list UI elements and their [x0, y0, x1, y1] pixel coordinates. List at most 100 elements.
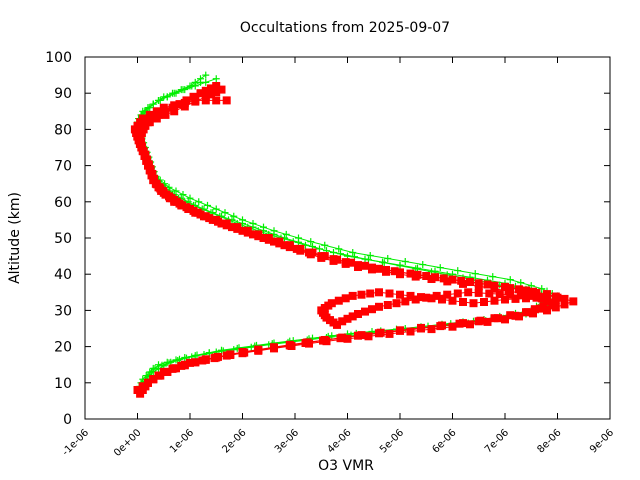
data-point	[560, 294, 569, 303]
y-tick-label: 60	[54, 195, 72, 211]
data-point	[411, 295, 420, 304]
data-point	[145, 118, 154, 127]
data-point	[401, 258, 409, 266]
data-point	[474, 282, 483, 291]
data-point	[197, 78, 204, 86]
data-point	[385, 289, 394, 298]
data-point	[172, 364, 180, 373]
data-point	[532, 293, 541, 302]
data-point	[427, 275, 436, 283]
data-point	[285, 341, 294, 350]
data-point	[427, 325, 436, 334]
data-point	[406, 291, 415, 300]
data-point	[368, 305, 376, 314]
data-point	[212, 353, 221, 362]
data-point	[180, 102, 189, 111]
data-point	[480, 298, 488, 306]
data-point	[146, 104, 154, 112]
data-point	[436, 264, 444, 272]
data-point	[522, 308, 530, 317]
data-point	[361, 307, 369, 316]
profile-line	[136, 78, 554, 391]
x-tick-label: 7e-06	[483, 427, 511, 455]
data-point	[537, 294, 546, 303]
data-point	[539, 302, 548, 311]
data-point	[233, 224, 242, 233]
data-point	[264, 235, 273, 244]
data-point	[348, 312, 357, 321]
data-point	[455, 319, 464, 328]
data-point	[144, 378, 152, 387]
y-tick-label: 80	[54, 122, 72, 138]
data-point	[432, 291, 441, 300]
x-axis-label: O3 VMR	[318, 458, 374, 474]
data-point	[543, 306, 551, 315]
data-point	[254, 232, 263, 241]
data-point	[138, 382, 147, 391]
data-point	[301, 339, 310, 347]
data-point	[443, 290, 452, 299]
data-point	[548, 299, 557, 308]
x-tick-label: 0e+00	[112, 427, 144, 459]
data-point	[530, 305, 539, 314]
data-point	[170, 89, 178, 97]
data-point	[401, 297, 410, 306]
data-point	[385, 329, 394, 338]
x-tick-label: 3e-06	[273, 427, 301, 455]
data-point	[196, 210, 205, 219]
data-point	[349, 248, 357, 256]
data-point	[137, 137, 145, 146]
data-point	[354, 331, 362, 340]
data-point	[354, 310, 362, 318]
data-point	[270, 343, 278, 352]
data-point	[454, 267, 462, 275]
data-point	[142, 156, 151, 165]
data-point	[406, 269, 415, 278]
data-point	[240, 348, 249, 357]
data-point	[436, 322, 445, 331]
data-point	[327, 299, 336, 308]
data-point	[417, 324, 425, 333]
data-point	[348, 291, 357, 300]
data-point	[490, 314, 499, 323]
data-point	[172, 187, 180, 195]
data-point	[448, 296, 457, 305]
x-tick-label: 8e-06	[535, 427, 563, 455]
x-tick-label: 6e-06	[430, 427, 458, 455]
y-tick-label: 70	[54, 159, 72, 175]
data-point	[341, 294, 350, 303]
data-point	[448, 322, 457, 331]
data-point	[137, 142, 146, 151]
data-point	[221, 209, 229, 217]
data-point	[501, 315, 509, 324]
data-point	[506, 276, 514, 284]
data-point	[335, 245, 343, 253]
data-point	[375, 302, 383, 311]
data-point	[307, 238, 315, 246]
data-point	[186, 194, 194, 202]
y-tick-label: 90	[54, 86, 72, 102]
y-axis-label: Altitude (km)	[7, 192, 23, 284]
data-point	[474, 317, 483, 326]
data-point	[295, 238, 302, 246]
data-point	[163, 367, 172, 376]
data-point	[459, 298, 467, 306]
data-point	[380, 259, 388, 267]
data-point	[506, 311, 515, 320]
data-point	[204, 201, 211, 209]
y-tick-label: 100	[45, 50, 72, 66]
data-point	[170, 196, 179, 204]
data-point	[390, 267, 399, 276]
data-point	[422, 293, 431, 302]
data-point	[145, 166, 154, 175]
data-point	[230, 212, 238, 220]
data-point	[140, 151, 149, 160]
y-tick-label: 50	[54, 231, 72, 247]
data-point	[438, 295, 446, 304]
data-point	[285, 243, 294, 252]
data-point	[226, 351, 235, 359]
data-point	[485, 289, 494, 298]
data-point	[254, 346, 263, 355]
data-point	[329, 256, 338, 265]
data-point	[466, 320, 474, 329]
